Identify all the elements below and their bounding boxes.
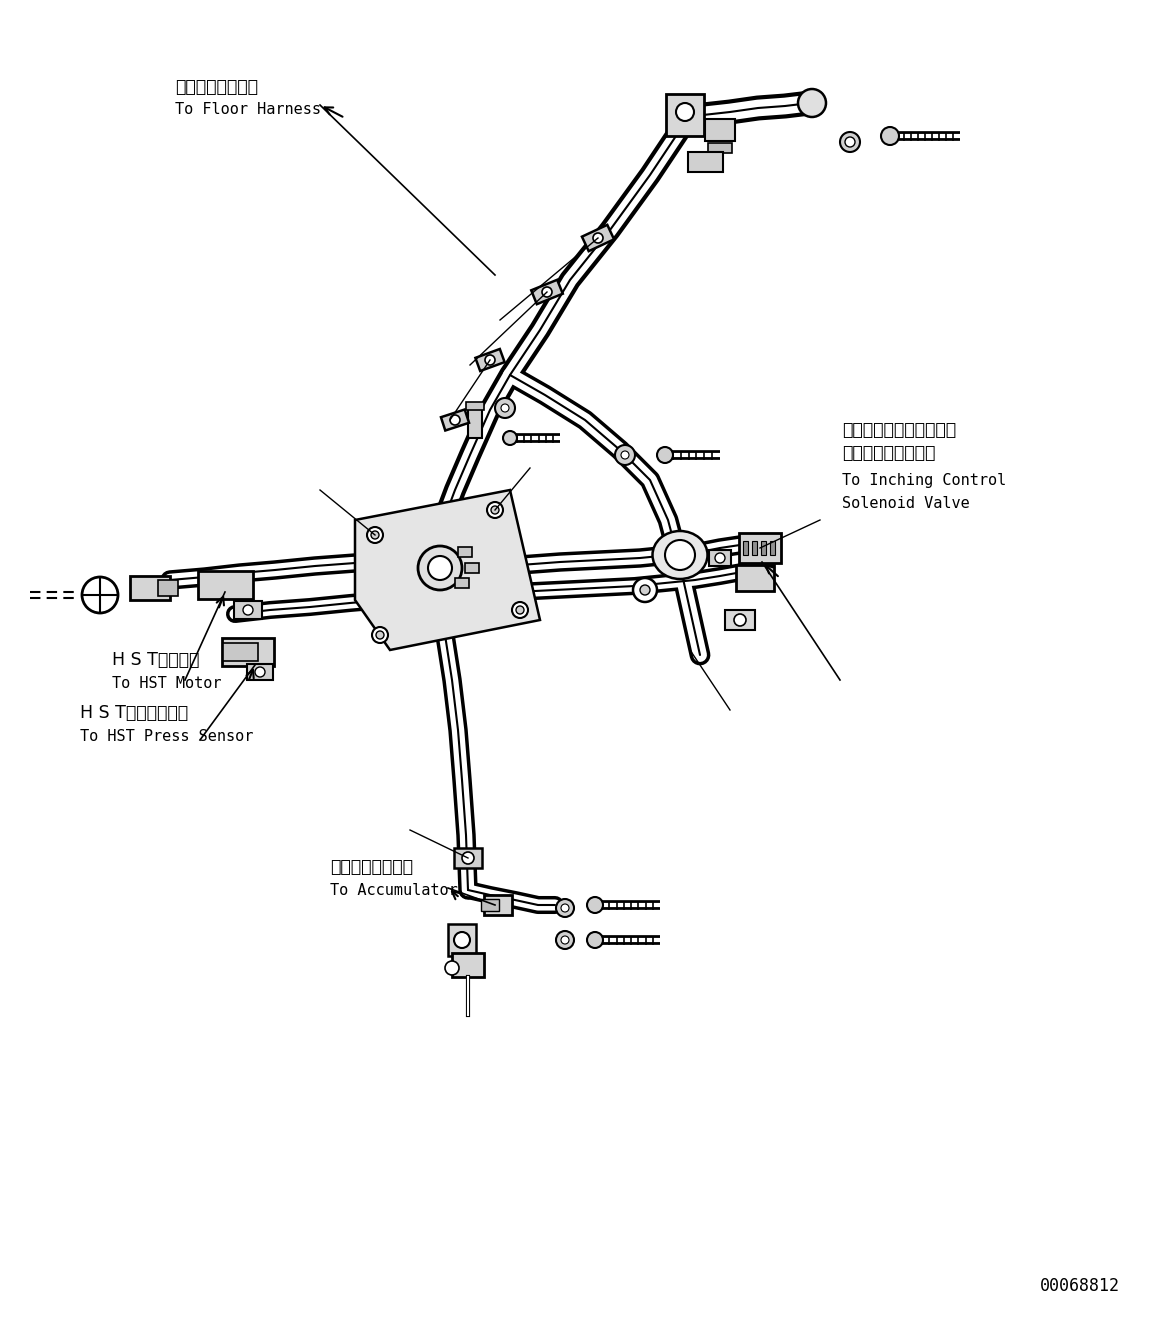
Circle shape (368, 528, 383, 543)
Bar (247, 663, 273, 681)
Circle shape (556, 900, 575, 917)
Text: H S T油圧センサへ: H S T油圧センサへ (80, 704, 188, 721)
Text: To Inching Control: To Inching Control (842, 474, 1006, 488)
Text: ソレノイドバルブへ: ソレノイドバルブへ (842, 445, 935, 462)
Bar (739, 533, 782, 563)
Circle shape (428, 557, 452, 580)
Bar (705, 119, 735, 141)
Circle shape (450, 415, 461, 425)
Ellipse shape (652, 532, 707, 579)
Circle shape (495, 398, 515, 418)
Text: To HST Motor: To HST Motor (112, 677, 221, 691)
Bar (441, 409, 469, 430)
Bar (454, 848, 481, 868)
Circle shape (491, 506, 499, 514)
Bar (761, 541, 765, 555)
Bar (455, 578, 469, 588)
Text: To Accumulator: To Accumulator (330, 882, 458, 898)
Bar (666, 94, 704, 136)
Circle shape (734, 615, 745, 627)
Circle shape (372, 627, 388, 642)
Circle shape (587, 897, 602, 913)
Circle shape (633, 578, 657, 601)
Text: Solenoid Valve: Solenoid Valve (842, 496, 970, 510)
Bar (751, 541, 756, 555)
Circle shape (840, 132, 859, 152)
Circle shape (83, 576, 117, 613)
Circle shape (587, 933, 602, 948)
Text: フロアハーネスへ: フロアハーネスへ (174, 78, 258, 96)
Bar (234, 601, 262, 619)
Bar (709, 550, 732, 566)
Circle shape (487, 503, 504, 518)
Bar (742, 541, 748, 555)
Bar (708, 142, 732, 153)
Text: To Floor Harness: To Floor Harness (174, 102, 321, 117)
Bar (736, 565, 775, 591)
Bar (448, 925, 476, 956)
Circle shape (798, 88, 826, 117)
Circle shape (454, 933, 470, 948)
Bar (582, 224, 614, 251)
Circle shape (462, 852, 475, 864)
Circle shape (615, 445, 635, 466)
Bar (770, 541, 775, 555)
Circle shape (512, 601, 528, 619)
Circle shape (621, 451, 629, 459)
Circle shape (657, 447, 673, 463)
Circle shape (561, 904, 569, 911)
Circle shape (418, 546, 462, 590)
Circle shape (556, 931, 575, 948)
Bar (687, 152, 722, 171)
Circle shape (593, 233, 602, 243)
Circle shape (485, 355, 495, 365)
Bar (725, 609, 755, 630)
Circle shape (255, 667, 265, 677)
Text: 00068812: 00068812 (1040, 1277, 1120, 1295)
Circle shape (882, 127, 899, 145)
Circle shape (665, 539, 695, 570)
Circle shape (445, 962, 459, 975)
Bar (158, 580, 178, 596)
Circle shape (846, 137, 855, 146)
Text: アキュムレータへ: アキュムレータへ (330, 857, 413, 876)
Bar (222, 638, 274, 666)
Bar (198, 571, 252, 599)
Text: To HST Press Sensor: To HST Press Sensor (80, 729, 254, 744)
Bar (458, 547, 472, 557)
Circle shape (676, 103, 694, 121)
Circle shape (243, 605, 254, 615)
Circle shape (371, 532, 379, 539)
Bar (468, 406, 481, 438)
Text: H S Tモータへ: H S Tモータへ (112, 652, 199, 669)
Circle shape (561, 936, 569, 944)
Text: インチングコントロール: インチングコントロール (842, 421, 956, 439)
Circle shape (542, 288, 552, 297)
Bar (531, 280, 563, 305)
Circle shape (504, 431, 518, 445)
Bar (476, 350, 505, 371)
Bar (130, 576, 170, 600)
Bar (465, 563, 479, 572)
Bar (481, 900, 499, 911)
Bar (484, 896, 512, 915)
Circle shape (715, 553, 725, 563)
Circle shape (516, 605, 525, 615)
Bar (222, 642, 257, 661)
Circle shape (640, 586, 650, 595)
Circle shape (501, 404, 509, 412)
Bar (452, 954, 484, 977)
Circle shape (376, 630, 384, 638)
Bar (466, 402, 484, 410)
Polygon shape (355, 489, 540, 650)
